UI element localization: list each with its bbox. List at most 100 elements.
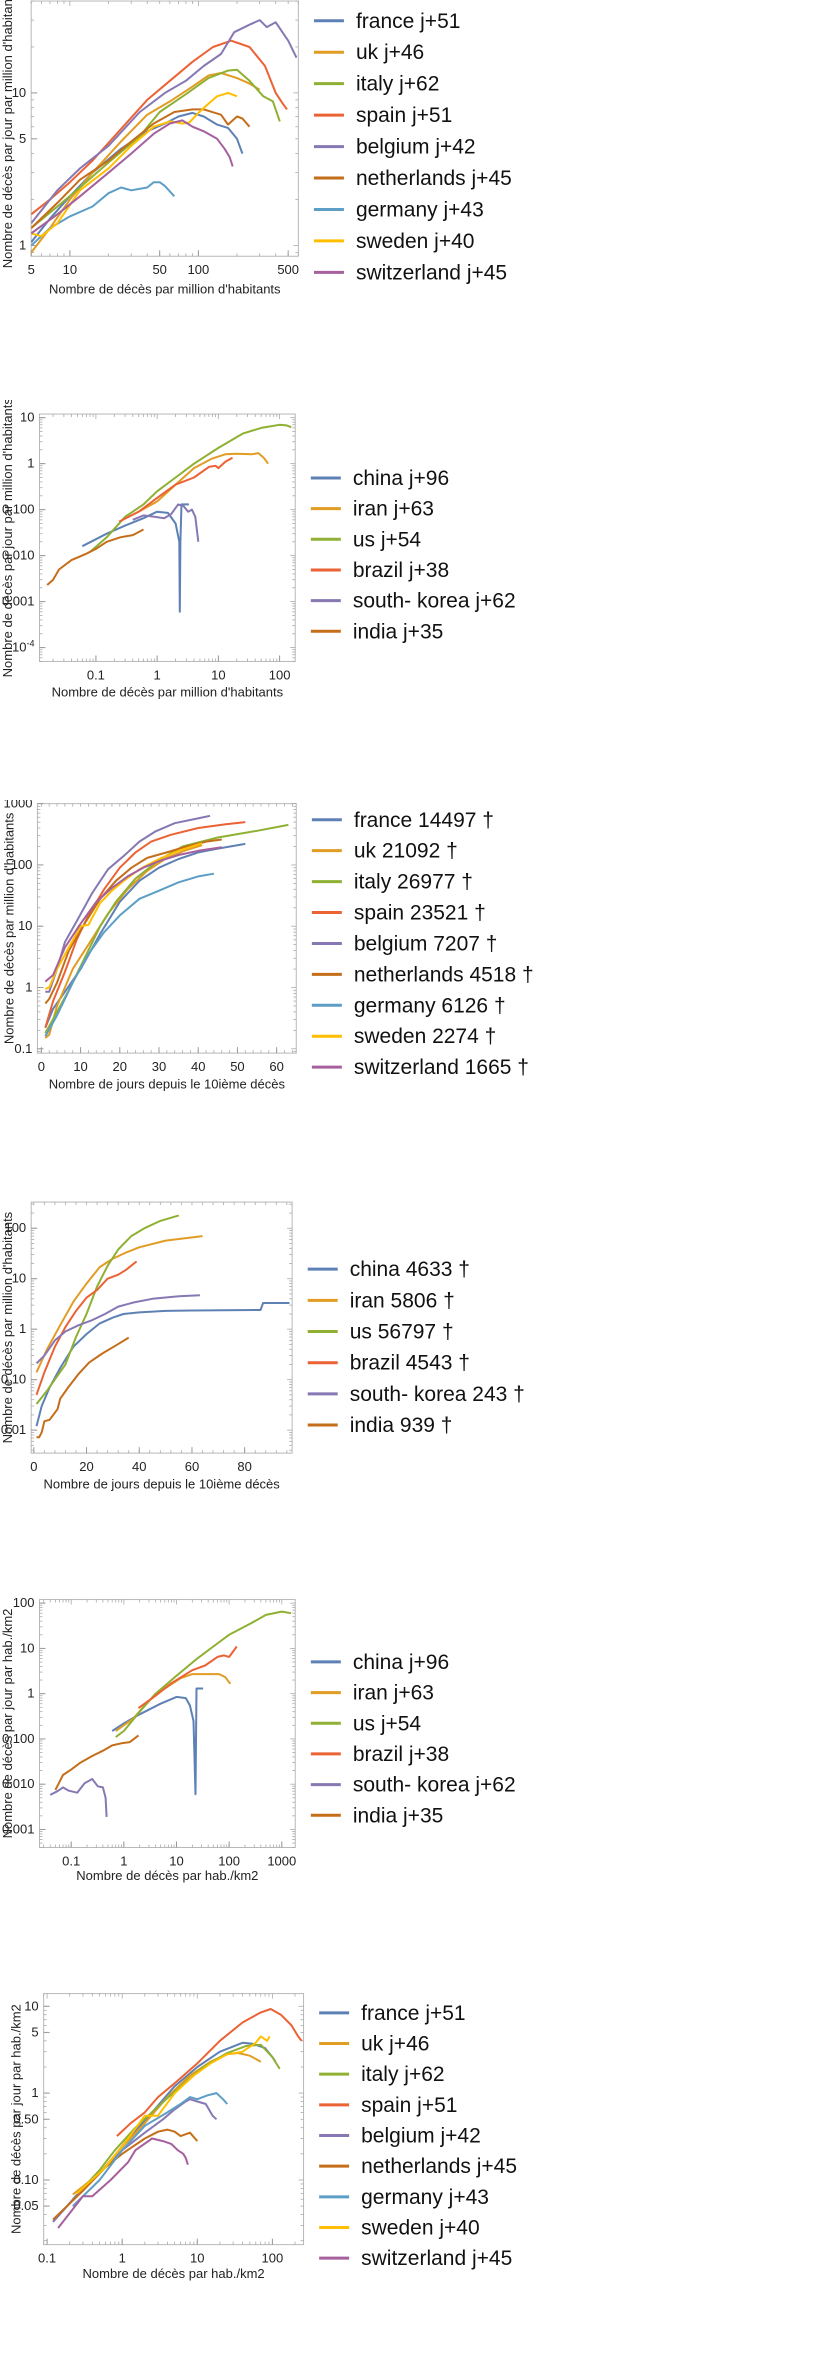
y-tick-label: 0.010 — [2, 548, 35, 563]
chart-panel-1: 5 10 50 100 500 1 5 10 Nombre de décès par milli… — [0, 0, 815, 400]
legend-label: us 56797 † — [350, 1321, 454, 1344]
x-tick-label: 1 — [120, 1853, 127, 1868]
series-line-us — [89, 423, 292, 553]
legend-item: uk j+46 — [319, 2032, 429, 2055]
y-tick-label: 1000 — [4, 800, 33, 811]
x-tick-label: 60 — [185, 1459, 199, 1474]
legend-label: us j+54 — [353, 528, 422, 551]
chart-4: 0 20 40 60 80 0.01 0.10 1 10 100 Nombre de jours d… — [0, 1201, 525, 1491]
plot-frame — [39, 1599, 296, 1848]
legend-item: belgium 7207 † — [311, 932, 498, 955]
series-line-uk — [31, 72, 261, 254]
legend-item: brazil 4543 † — [307, 1352, 470, 1375]
series-line-germany — [72, 2092, 228, 2207]
series-line-india — [46, 528, 144, 586]
series-line-spain — [31, 39, 288, 216]
y-tick-label: 0.010 — [2, 1776, 35, 1791]
series-line-netherlands — [44, 838, 222, 1005]
legend-item: iran j+63 — [310, 498, 434, 521]
y-axis-label: Nombre de décès par jour par hab./km2 — [0, 1609, 15, 1839]
series-line-belgium — [45, 814, 211, 993]
x-tick-label: 1 — [119, 2251, 126, 2266]
legend-label: belgium 7207 † — [354, 932, 498, 955]
chart-3: 0 10 20 30 40 50 60 0.1 1 10 100 1000 Nombre de jour… — [1, 796, 534, 1092]
x-tick-label: 60 — [269, 1059, 283, 1074]
y-tick-label: 1 — [31, 2085, 38, 2100]
y-tick-label: 1 — [27, 1686, 34, 1701]
x-tick-label: 5 — [28, 262, 35, 277]
y-axis-label: Nombre de décès par million d'habitants — [1, 812, 16, 1044]
y-tick-label: 1 — [27, 456, 34, 471]
x-axis-label: Nombre de jours depuis le 10ième décès — [43, 1476, 280, 1491]
legend-label: switzerland 1665 † — [354, 1056, 529, 1079]
x-tick-label: 100 — [262, 2251, 284, 2266]
y-axis-label: Nombre de décès par jour par hab./km2 — [9, 2004, 24, 2234]
x-tick-label: 1000 — [267, 1853, 296, 1868]
legend-label: china j+96 — [353, 467, 449, 490]
x-tick-label: 500 — [277, 262, 299, 277]
y-tick-label: 0.001 — [2, 1821, 35, 1836]
legend-item: netherlands 4518 † — [311, 963, 534, 986]
x-tick-label: 50 — [152, 262, 166, 277]
y-tick-label: 0.01 — [1, 1422, 26, 1437]
legend-label: south- korea 243 † — [350, 1383, 525, 1406]
legend-label: brazil j+38 — [353, 1743, 449, 1766]
legend-item: us j+54 — [310, 1712, 421, 1735]
x-tick-label: 30 — [152, 1059, 166, 1074]
x-axis-label: Nombre de décès par hab./km2 — [83, 2266, 265, 2281]
legend-label: india 939 † — [350, 1414, 453, 1437]
legend-label: india j+35 — [353, 620, 444, 643]
legend-label: india j+35 — [353, 1804, 444, 1827]
legend-item: netherlands j+45 — [313, 167, 512, 190]
chart-2: 0.1 1 10 100 10-4 0.001 0.010 0.100 1 10 Nombre de… — [0, 398, 515, 700]
legend-item: belgium j+42 — [313, 136, 476, 159]
legend-item: belgium j+42 — [319, 2124, 481, 2147]
legend-item: iran 5806 † — [307, 1289, 455, 1312]
series-line-us — [35, 1214, 180, 1405]
x-tick-label: 10 — [190, 2251, 204, 2266]
legend-item: germany j+43 — [319, 2186, 489, 2209]
legend-item: sweden j+40 — [319, 2216, 480, 2239]
plot-frame — [39, 413, 296, 662]
y-tick-label: 1 — [25, 980, 32, 995]
x-axis-label: Nombre de décès par million d'habitants — [49, 282, 281, 297]
y-tick-label: 0.001 — [2, 594, 35, 609]
legend-item: china j+96 — [310, 467, 449, 490]
legend-item: italy 26977 † — [311, 871, 473, 894]
legend-item: spain j+51 — [313, 104, 452, 127]
legend-item: germany j+43 — [313, 198, 484, 221]
legend-item: uk j+46 — [313, 41, 424, 64]
plot-frame — [30, 0, 299, 257]
series-group — [46, 423, 292, 613]
chart-5: 0.1 1 10 100 10000.0010.0100.100110100Nombre… — [0, 1595, 515, 1883]
plot-frame — [30, 1201, 293, 1454]
legend-label: germany j+43 — [356, 198, 484, 221]
x-tick-label: 10 — [63, 262, 77, 277]
legend-label: sweden j+40 — [356, 230, 475, 253]
legend-item: china 4633 † — [307, 1258, 470, 1281]
series-line-us — [115, 1610, 292, 1738]
series-line-france — [31, 111, 244, 243]
legend-label: iran 5806 † — [350, 1289, 455, 1312]
legend-label: belgium j+42 — [356, 136, 476, 159]
x-tick-label: 10 — [73, 1059, 87, 1074]
y-tick-label: 0.1 — [14, 1041, 32, 1056]
legend-label: uk j+46 — [356, 41, 424, 64]
series-line-belgium — [31, 19, 298, 224]
legend-item: iran j+63 — [310, 1682, 434, 1705]
y-tick-label: 0.100 — [2, 1731, 35, 1746]
series-line-india — [54, 1734, 140, 1791]
legend-label: germany j+43 — [361, 2186, 489, 2209]
y-tick-label: 10 — [20, 1640, 34, 1655]
y-tick-label: 10 — [12, 85, 26, 100]
legend-label: italy 26977 † — [354, 871, 473, 894]
series-line-sweden — [44, 842, 203, 990]
legend-item: switzerland j+45 — [313, 261, 507, 284]
series-line-brazil — [118, 456, 233, 523]
y-tick-label: 1 — [19, 237, 26, 252]
chart-panel-3: 0 10 20 30 40 50 60 0.1 1 10 100 1000 Nombre de jour… — [0, 796, 815, 1200]
y-tick-label: 0.05 — [13, 2198, 38, 2213]
series-line-netherlands — [31, 108, 251, 229]
x-tick-label: 10 — [211, 667, 225, 682]
